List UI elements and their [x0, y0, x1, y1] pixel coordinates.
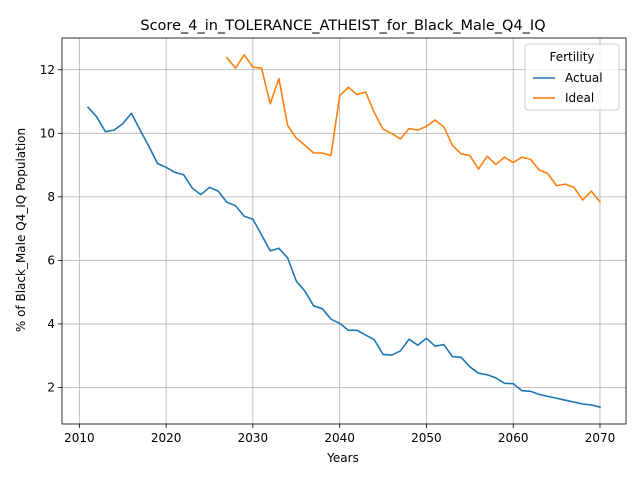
- y-axis-ticks: 2 4 6 8 10 12: [40, 63, 62, 394]
- x-tick-label: 2030: [238, 431, 269, 445]
- legend: Fertility Actual Ideal: [524, 43, 620, 111]
- y-tick-label: 2: [47, 380, 55, 394]
- legend-label-ideal: Ideal: [565, 91, 594, 105]
- legend-title: Fertility: [549, 50, 594, 64]
- x-tick-label: 2070: [585, 431, 616, 445]
- x-tick-label: 2060: [498, 431, 529, 445]
- y-tick-label: 8: [47, 190, 55, 204]
- plot-series: [86, 54, 602, 409]
- y-tick-label: 4: [47, 317, 55, 331]
- legend-box: [524, 43, 620, 111]
- series-line-actual: [86, 106, 601, 409]
- x-tick-label: 2050: [411, 431, 442, 445]
- y-tick-label: 6: [47, 253, 55, 267]
- x-tick-label: 2040: [324, 431, 355, 445]
- x-tick-label: 2010: [64, 431, 95, 445]
- plot-area-frame: [61, 37, 627, 425]
- chart-title: Score_4_in_TOLERANCE_ATHEIST_for_Black_M…: [140, 18, 545, 34]
- y-tick-label: 12: [40, 63, 55, 77]
- x-axis-label: Years: [326, 451, 359, 465]
- x-axis-ticks: 2010 2020 2030 2040 2050 2060 2070: [64, 424, 615, 445]
- y-axis-label: % of Black_Male Q4_IQ Population: [14, 128, 28, 332]
- x-tick-label: 2020: [151, 431, 182, 445]
- grid: [62, 38, 626, 424]
- legend-label-actual: Actual: [565, 71, 603, 85]
- y-tick-label: 10: [40, 126, 55, 140]
- series-line-ideal: [225, 54, 602, 203]
